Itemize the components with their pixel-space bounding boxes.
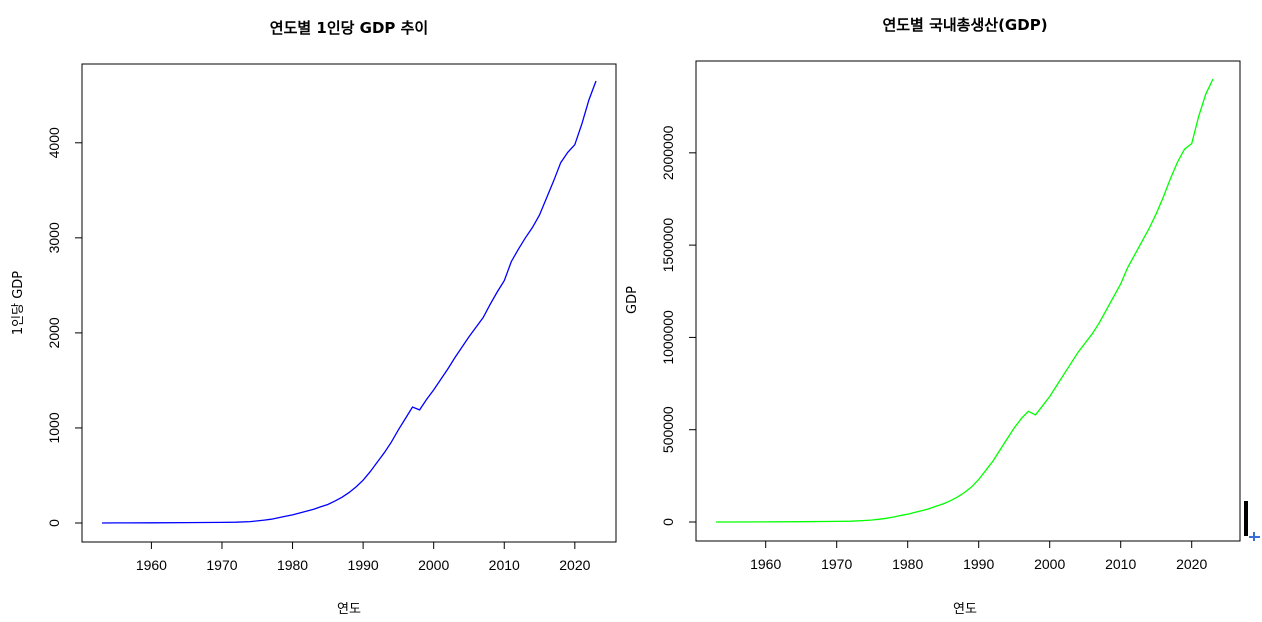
series-line: [101, 80, 597, 524]
x-axis-label: 연도: [337, 602, 361, 617]
y-axis-label: GDP: [625, 286, 640, 314]
y-tick-label: 1500000: [660, 218, 676, 273]
y-tick-label: 0: [46, 519, 62, 527]
x-tick-label: 1990: [348, 557, 379, 573]
chart-title: 연도별 1인당 GDP 추이: [270, 19, 428, 37]
gdp-chart: 연도별 국내총생산(GDP) 연도 GDP 1960 1970 1980 1990 20…: [625, 16, 1241, 617]
series-line: [716, 78, 1214, 523]
y-tick-label: 4000: [46, 127, 62, 158]
y-tick-label: 0: [660, 518, 676, 526]
y-tick-label: 2000000: [660, 125, 676, 180]
y-tick-label: 2000: [46, 317, 62, 348]
x-tick-label: 1960: [136, 557, 167, 573]
x-tick-label: 2000: [418, 557, 449, 573]
x-tick-label: 2000: [1034, 556, 1065, 572]
x-tick-label: 1970: [821, 556, 852, 572]
x-tick-label: 1960: [750, 556, 781, 572]
text-cursor-icon: [1244, 501, 1260, 541]
y-axis-label: 1인당 GDP: [11, 271, 26, 335]
per-capita-gdp-chart: 연도별 1인당 GDP 추이 연도 1인당 GDP 1960 1970 1980 19…: [11, 19, 617, 617]
x-tick-label: 2010: [1105, 556, 1136, 572]
y-tick-label: 1000000: [660, 310, 676, 365]
x-tick-label: 1970: [206, 557, 237, 573]
x-tick-label: 2010: [489, 557, 520, 573]
x-tick-label: 1980: [277, 557, 308, 573]
x-tick-label: 1980: [892, 556, 923, 572]
chart-title: 연도별 국내총생산(GDP): [882, 16, 1047, 34]
plot-frame: [695, 60, 1241, 542]
plot-frame: [81, 63, 617, 543]
x-tick-label: 2020: [1176, 556, 1207, 572]
y-tick-label: 500000: [660, 406, 676, 453]
x-tick-label: 2020: [559, 557, 590, 573]
y-tick-label: 3000: [46, 222, 62, 253]
y-tick-label: 1000: [46, 412, 62, 443]
x-tick-label: 1990: [963, 556, 994, 572]
x-axis-label: 연도: [953, 602, 977, 617]
